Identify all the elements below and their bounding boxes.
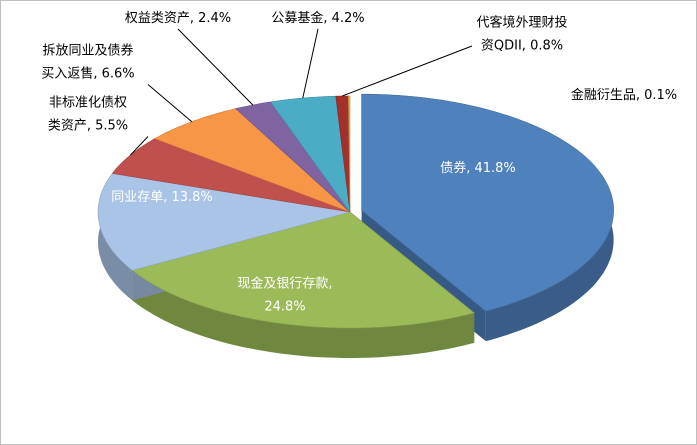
data-label: 债券, 41.8% bbox=[440, 160, 516, 176]
data-label: 现金及银行存款, 24.8% bbox=[237, 275, 332, 314]
slice-side bbox=[132, 270, 475, 358]
leader-line bbox=[302, 28, 319, 99]
slice bbox=[131, 211, 475, 329]
data-label: 权益类资产, 2.4% bbox=[125, 10, 231, 26]
leader-line bbox=[341, 45, 473, 97]
data-label: 非标准化债权类资产, 5.5% bbox=[48, 94, 128, 133]
data-label: 拆放同业及债券买入返售, 6.6% bbox=[41, 42, 134, 81]
leader-line bbox=[129, 136, 149, 156]
slice bbox=[348, 95, 351, 213]
data-label: 代客境外理财投资QDII, 0.8% bbox=[476, 14, 567, 53]
data-label: 同业存单, 13.8% bbox=[111, 190, 213, 205]
slice bbox=[111, 138, 351, 213]
data-label: 金融衍生品, 0.1% bbox=[571, 87, 677, 103]
slice bbox=[97, 173, 351, 271]
data-label: 公募基金, 4.2% bbox=[271, 10, 364, 26]
pie-tops bbox=[97, 93, 614, 329]
leader-line bbox=[177, 28, 254, 106]
leader-line bbox=[147, 84, 193, 123]
slice bbox=[361, 93, 614, 312]
